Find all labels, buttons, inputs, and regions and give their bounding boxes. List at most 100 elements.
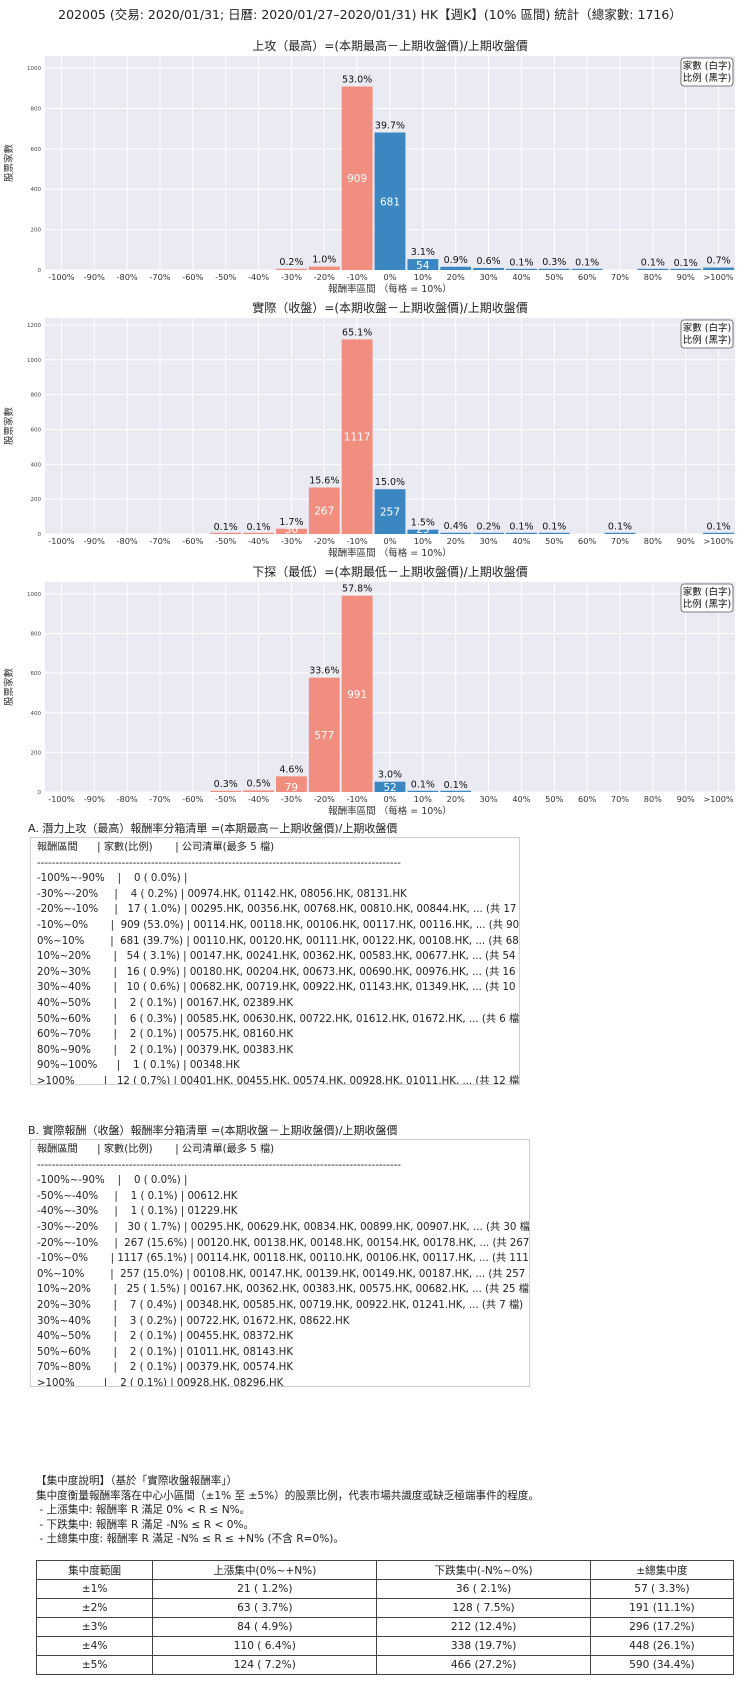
y-tick-label: 0 xyxy=(38,268,42,274)
list-b-line: ----------------------------------------… xyxy=(37,1159,401,1171)
x-tick-label: -80% xyxy=(117,536,138,546)
concentration-header-row: 集中度範圍 上漲集中(0%~+N%) 下跌集中(-N%~0%) ±總集中度 xyxy=(35,1560,735,1580)
x-tick-label: 10% xyxy=(414,794,432,804)
table-row: ±1% 21 ( 1.2%) 36 ( 2.1%) 57 ( 3.3%) xyxy=(35,1579,735,1599)
chart-title: 實際（收盤）=(本期收盤－上期收盤價)/上期收盤價 xyxy=(252,300,527,315)
x-tick-label: -40% xyxy=(248,794,269,804)
bar-pct-label: 0.1% xyxy=(509,522,533,533)
list-a-line: -30%~-20% | 4 ( 0.2%) | 00974.HK, 01142.… xyxy=(37,888,407,900)
bar-pct-label: 0.1% xyxy=(641,258,665,269)
y-tick-label: 0 xyxy=(38,790,42,796)
x-tick-label: -90% xyxy=(84,536,105,546)
bar-pct-label: 1.0% xyxy=(312,255,336,266)
y-axis-label: 股票家數 xyxy=(3,144,15,183)
bar xyxy=(604,532,636,534)
x-tick-label: 20% xyxy=(447,536,465,546)
bar-pct-label: 0.1% xyxy=(542,522,566,533)
bar xyxy=(341,595,373,792)
table-cell: 296 (17.2%) xyxy=(589,1617,735,1637)
table-cell: 36 ( 2.1%) xyxy=(376,1579,591,1599)
legend-box xyxy=(680,583,734,613)
y-tick-label: 800 xyxy=(31,106,42,112)
x-tick-label: -100% xyxy=(48,272,75,282)
table-cell: ±4% xyxy=(35,1636,154,1656)
list-b-line: 20%~30% | 7 ( 0.4%) | 00348.HK, 00585.HK… xyxy=(37,1299,524,1311)
list-a-line: -10%~0% | 909 (53.0%) | 00114.HK, 00118.… xyxy=(37,919,520,931)
bar-pct-label: 1.7% xyxy=(279,517,303,528)
bar xyxy=(670,268,702,270)
bar-pct-label: 0.1% xyxy=(444,780,468,791)
legend-count-label: 家數 (白字) xyxy=(683,586,731,598)
bar-count-label: 257 xyxy=(380,507,400,519)
list-b-line: >100% | 2 ( 0.1%) | 00928.HK, 08296.HK xyxy=(37,1377,284,1387)
bar xyxy=(374,132,406,270)
y-tick-label: 1000 xyxy=(27,358,41,364)
list-b-line: 10%~20% | 25 ( 1.5%) | 00167.HK, 00362.H… xyxy=(37,1284,530,1296)
bar-count-label: 1117 xyxy=(344,432,371,444)
bar-count-label: 52 xyxy=(383,782,396,794)
table-cell: 590 (34.4%) xyxy=(589,1655,735,1675)
bar-pct-label: 0.9% xyxy=(444,255,468,266)
concentration-header-cell: 上漲集中(0%~+N%) xyxy=(152,1560,378,1580)
bar-pct-label: 0.3% xyxy=(214,779,238,790)
legend-pct-label: 比例 (黑字) xyxy=(683,72,731,84)
bar xyxy=(407,790,439,792)
y-tick-label: 600 xyxy=(31,671,42,677)
x-tick-label: -70% xyxy=(149,536,170,546)
list-b-line: 0%~10% | 257 (15.0%) | 00108.HK, 00147.H… xyxy=(37,1268,530,1280)
bar-pct-label: 0.1% xyxy=(707,522,731,533)
concentration-header-cell: 下跌集中(-N%~0%) xyxy=(376,1560,591,1580)
x-tick-label: 80% xyxy=(644,794,662,804)
bar xyxy=(440,532,472,534)
list-b-line: 30%~40% | 3 ( 0.2%) | 00722.HK, 01672.HK… xyxy=(37,1315,350,1327)
table-cell: 448 (26.1%) xyxy=(589,1636,735,1656)
x-tick-label: 80% xyxy=(644,272,662,282)
list-a-line: 50%~60% | 6 ( 0.3%) | 00585.HK, 00630.HK… xyxy=(37,1013,520,1025)
x-tick-label: 30% xyxy=(479,794,497,804)
concentration-table: 集中度範圍 上漲集中(0%~+N%) 下跌集中(-N%~0%) ±總集中度 ±1% 21… xyxy=(35,1560,735,1675)
table-cell: 110 ( 6.4%) xyxy=(152,1636,378,1656)
x-tick-label: 60% xyxy=(578,272,596,282)
table-cell: 57 ( 3.3%) xyxy=(589,1579,735,1599)
list-a-line: 10%~20% | 54 ( 3.1%) | 00147.HK, 00241.H… xyxy=(37,951,520,963)
bar xyxy=(210,790,242,792)
table-cell: 21 ( 1.2%) xyxy=(152,1579,378,1599)
x-tick-label: 70% xyxy=(611,536,629,546)
x-tick-label: -70% xyxy=(149,794,170,804)
x-tick-label: >100% xyxy=(703,536,733,546)
bar-pct-label: 0.2% xyxy=(279,257,303,268)
bar-pct-label: 0.1% xyxy=(247,522,271,533)
x-tick-label: >100% xyxy=(703,794,733,804)
bar-count-label: 30 xyxy=(285,524,298,536)
table-row: ±3% 84 ( 4.9%) 212 (12.4%) 296 (17.2%) xyxy=(35,1617,735,1637)
bar-pct-label: 33.6% xyxy=(309,666,339,677)
list-a-box: 報酬區間 | 家數(比例) | 公司清單(最多 5 檔) ------------… xyxy=(30,837,520,1085)
bar-pct-label: 53.0% xyxy=(342,74,372,85)
list-a-line: >100% | 12 ( 0.7%) | 00401.HK, 00455.HK,… xyxy=(37,1075,520,1085)
bar-pct-label: 3.1% xyxy=(411,247,435,258)
bar-pct-label: 0.6% xyxy=(477,256,501,267)
x-tick-label: 50% xyxy=(545,272,563,282)
x-tick-label: 50% xyxy=(545,794,563,804)
x-tick-label: 80% xyxy=(644,536,662,546)
table-cell: ±3% xyxy=(35,1617,154,1637)
bar xyxy=(538,268,570,270)
list-a-heading: A. 潛力上攻（最高）報酬率分箱清單 =(本期最高－上期收盤價)/上期收盤價 xyxy=(28,822,398,835)
x-tick-label: -40% xyxy=(248,536,269,546)
list-a-line: -100%~-90% | 0 ( 0.0%) | xyxy=(37,873,188,885)
chart-actual: 實際（收盤）=(本期收盤－上期收盤價)/上期收盤價 0 200 400 600 800 10… xyxy=(3,300,735,559)
bar xyxy=(243,532,274,534)
concentration-header-cell: ±總集中度 xyxy=(589,1560,735,1580)
list-b-line: -10%~0% | 1117 (65.1%) | 00114.HK, 00118… xyxy=(37,1253,530,1265)
y-tick-label: 0 xyxy=(38,532,42,538)
table-row: ±5% 124 ( 7.2%) 466 (27.2%) 590 (34.4%) xyxy=(35,1655,735,1675)
table-cell: 63 ( 3.7%) xyxy=(152,1598,378,1618)
bar xyxy=(341,339,373,534)
x-tick-label: -100% xyxy=(48,794,75,804)
y-axis-label: 股票家數 xyxy=(3,407,15,446)
x-tick-label: -10% xyxy=(347,794,368,804)
bar xyxy=(210,532,242,534)
concentration-note-line: - 上漲集中: 報酬率 R 滿足 0% < R ≤ N%。 xyxy=(36,1504,251,1516)
bar xyxy=(703,267,734,270)
list-a-line: 60%~70% | 2 ( 0.1%) | 00575.HK, 08160.HK xyxy=(37,1029,294,1041)
